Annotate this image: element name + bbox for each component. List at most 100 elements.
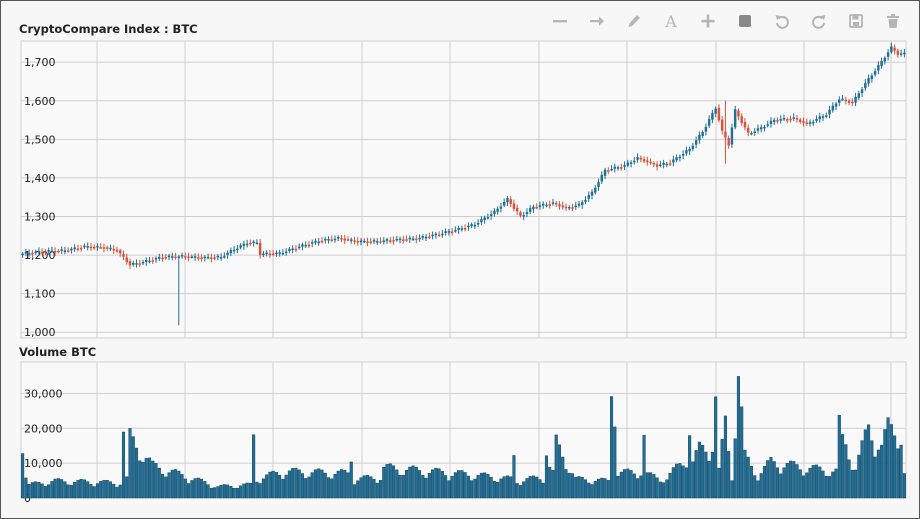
redo-button[interactable]: [800, 10, 837, 32]
square-icon: [738, 15, 751, 27]
candle-body: [522, 215, 525, 217]
volume-bar: [863, 429, 867, 499]
volume-bar: [213, 487, 217, 499]
candle-body: [353, 240, 356, 242]
volume-bar: [717, 467, 721, 499]
candle-body: [581, 202, 584, 205]
volume-bar: [837, 415, 841, 499]
volume-bar: [782, 467, 786, 499]
candle-body: [40, 251, 44, 254]
candle-body: [242, 243, 246, 247]
volume-bar: [300, 473, 304, 499]
volume-tick-label: 10,000: [24, 457, 63, 470]
candle-body: [314, 240, 317, 243]
volume-bar: [187, 483, 191, 499]
volume-bar: [115, 486, 119, 499]
volume-bar: [668, 472, 672, 499]
candle-body: [265, 252, 268, 255]
candle-body: [483, 217, 486, 221]
volume-bar: [736, 376, 740, 499]
volume-bar: [551, 470, 555, 499]
candle-body: [480, 219, 483, 223]
arrow-tool-button[interactable]: [578, 10, 615, 32]
volume-bar: [483, 472, 487, 499]
volume-bar: [167, 472, 171, 499]
candle-body: [356, 240, 359, 243]
redo-icon: [811, 15, 825, 29]
candle-body: [112, 248, 115, 251]
candle-body: [27, 253, 31, 255]
volume-bar: [535, 476, 539, 499]
volume-bar: [105, 480, 109, 499]
arrow-icon: [589, 16, 604, 26]
volume-bar: [678, 463, 682, 499]
price-tick-label: 1,100: [24, 288, 56, 301]
candle-body: [262, 253, 265, 256]
volume-bar: [710, 451, 714, 499]
candle-body: [44, 251, 47, 254]
add-tool-button[interactable]: [689, 10, 726, 32]
volume-bar: [131, 436, 135, 499]
volume-bar: [76, 479, 80, 499]
candle-body: [584, 199, 587, 202]
candle-body: [873, 71, 877, 75]
candle-body: [408, 237, 412, 240]
candle-body: [772, 120, 776, 122]
line-tool-button[interactable]: [541, 10, 578, 32]
candle-body: [389, 240, 392, 242]
rectangle-tool-button[interactable]: [726, 10, 763, 32]
candle-body: [174, 256, 177, 259]
volume-bar: [86, 481, 90, 499]
volume-bar: [284, 474, 288, 499]
candle-body: [307, 244, 311, 247]
volume-bar: [597, 478, 601, 499]
pencil-icon: [628, 15, 640, 27]
candle-body: [851, 101, 854, 104]
volume-bar: [66, 484, 70, 499]
candle-body: [828, 109, 831, 115]
volume-chart-title: Volume BTC: [19, 345, 97, 359]
candle-body: [688, 148, 691, 152]
volume-bar: [43, 486, 47, 499]
volume-bar: [349, 461, 353, 499]
candle-body: [317, 241, 320, 244]
save-button[interactable]: [837, 10, 874, 32]
candle-body: [337, 236, 340, 239]
pencil-tool-button[interactable]: [615, 10, 652, 32]
candle-body: [219, 257, 223, 259]
candle-body: [792, 117, 795, 119]
candle-body: [184, 256, 187, 258]
volume-bar: [281, 479, 285, 499]
volume-bar: [56, 478, 60, 499]
undo-button[interactable]: [763, 10, 800, 32]
volume-bar: [147, 457, 152, 499]
volume-bar: [610, 396, 614, 499]
candle-body: [610, 168, 613, 171]
candle-body: [73, 247, 76, 250]
delete-button[interactable]: [874, 10, 911, 32]
candle-body: [597, 182, 600, 187]
candle-body: [678, 156, 682, 159]
candle-body: [724, 131, 727, 138]
volume-bar: [473, 478, 477, 499]
candle-body: [232, 249, 236, 252]
candle-body: [574, 205, 577, 208]
candle-body: [92, 246, 96, 249]
volume-bar: [606, 480, 610, 499]
candle-body: [512, 203, 516, 209]
text-tool-button[interactable]: A: [652, 10, 689, 32]
volume-bar: [561, 456, 565, 499]
candle-body: [750, 132, 753, 135]
candle-body: [454, 230, 457, 232]
candle-body: [395, 238, 399, 241]
candle-body: [252, 241, 255, 244]
candle-body: [105, 247, 109, 249]
candle-body: [541, 203, 545, 206]
candle-body: [213, 257, 216, 259]
candle-body: [70, 248, 73, 251]
volume-bar: [232, 488, 236, 499]
candle-body: [532, 206, 535, 210]
volume-bar: [330, 478, 334, 499]
candle-body: [271, 253, 275, 256]
candle-body: [239, 245, 242, 248]
